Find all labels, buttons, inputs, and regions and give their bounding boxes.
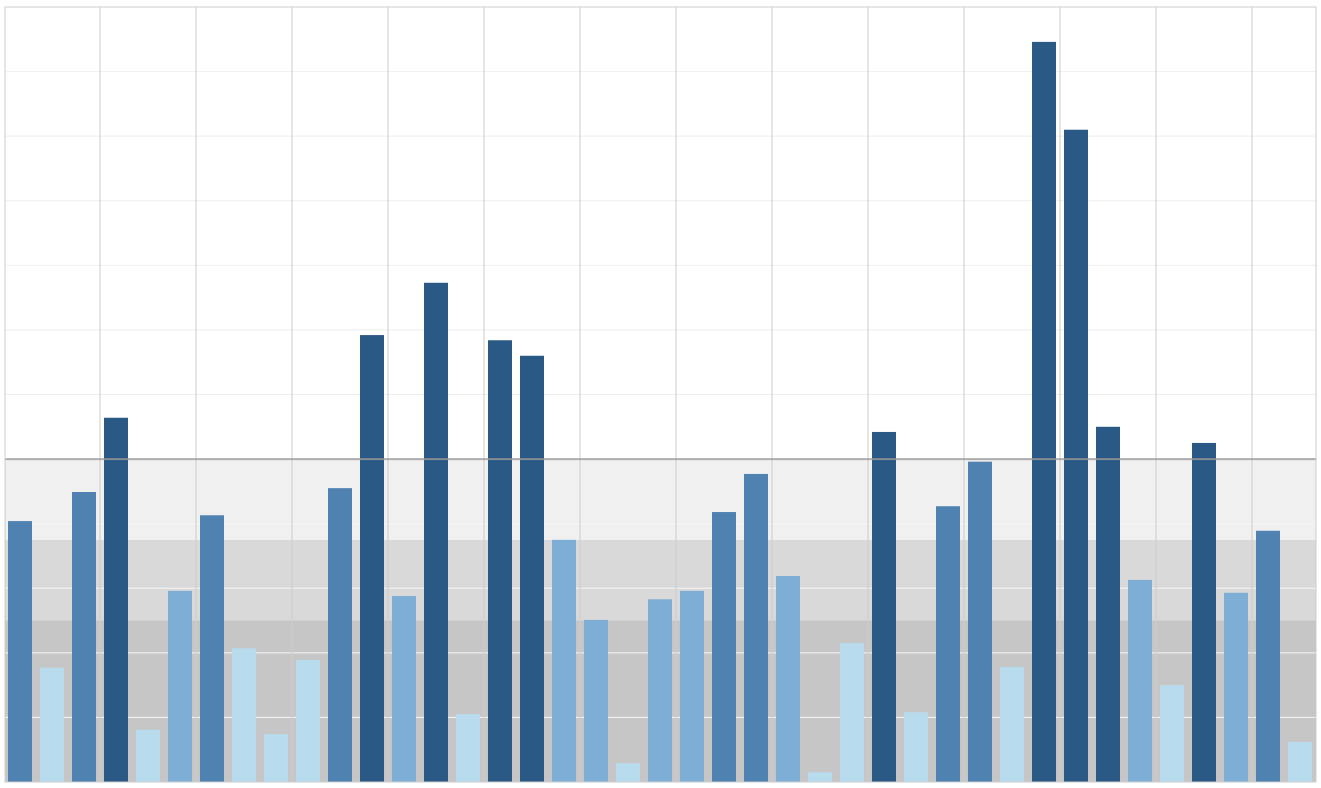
bar: [1032, 41, 1056, 782]
bar: [904, 712, 928, 782]
bar: [840, 643, 864, 782]
bar: [712, 512, 736, 782]
bar: [968, 461, 992, 782]
bar: [232, 648, 256, 782]
bar: [296, 659, 320, 782]
bar: [1256, 530, 1280, 782]
bar: [200, 515, 224, 782]
bar: [392, 596, 416, 782]
bar: [1000, 667, 1024, 782]
bar: [40, 667, 64, 782]
bar: [872, 431, 896, 782]
bar: [520, 355, 544, 782]
bar: [680, 590, 704, 782]
bar: [168, 590, 192, 782]
bar: [328, 488, 352, 782]
bar: [104, 417, 128, 782]
bar: [808, 772, 832, 782]
bar: [1096, 426, 1120, 782]
bar: [1192, 442, 1216, 782]
bar: [584, 619, 608, 782]
bar: [1160, 685, 1184, 782]
bar: [648, 599, 672, 782]
bar: [1064, 129, 1088, 783]
bar: [488, 340, 512, 782]
bar: [776, 575, 800, 782]
bar: [1288, 741, 1312, 782]
bar: [264, 734, 288, 782]
bar: [616, 763, 640, 782]
bar: [456, 714, 480, 782]
bar: [744, 473, 768, 782]
plot-border: [4, 6, 1317, 783]
bar: [552, 539, 576, 782]
bar: [8, 521, 32, 782]
bar: [936, 506, 960, 782]
bar: [1128, 579, 1152, 782]
bar: [72, 492, 96, 782]
bar: [424, 282, 448, 782]
bar: [136, 729, 160, 782]
bar: [1224, 592, 1248, 782]
bar: [360, 335, 384, 782]
